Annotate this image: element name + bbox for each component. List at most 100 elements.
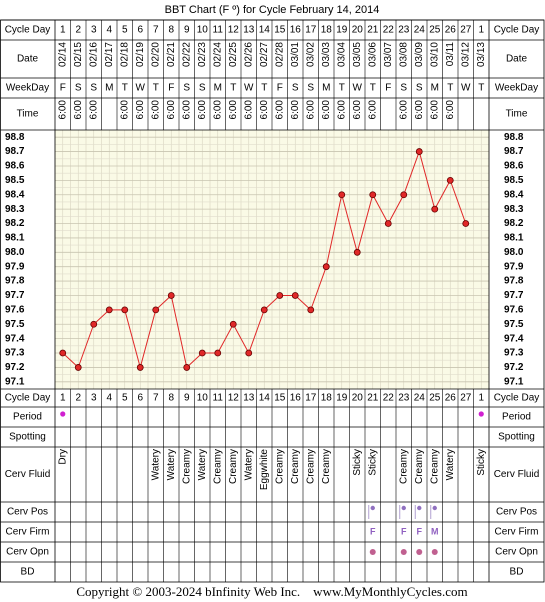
cycle-day: 16 [290,25,302,36]
row-label-right: Cerv Fluid [494,469,540,480]
row-label-right: Cerv Opn [495,547,538,558]
y-tick-label-right: 98.8 [504,132,524,143]
time: 6:00 [150,100,161,120]
temp-point [431,205,439,213]
cycle-day: 24 [414,393,426,404]
period-dot [60,411,66,417]
cycle-day: 7 [153,25,159,36]
weekday: S [416,83,423,94]
cycle-day: 14 [259,393,271,404]
cycle-day: 1 [478,25,484,36]
cycle-day: 6 [137,393,143,404]
y-tick-label-right: 97.5 [504,319,524,330]
y-tick-label-right: 98.1 [504,233,524,244]
cerv-fluid: Creamy [305,449,316,484]
row-label-right: Period [502,412,531,423]
date: 03/04 [336,42,347,67]
cerv-fluid: Creamy [414,449,425,484]
cycle-day: 18 [321,393,333,404]
row-label: WeekDay [6,83,49,94]
weekday: S [183,83,190,94]
cycle-day: 10 [197,393,209,404]
time: 6:00 [259,100,270,120]
weekday: S [75,83,82,94]
cycle-day: 21 [367,25,379,36]
date: 03/12 [460,42,471,67]
cycle-day: 22 [383,25,395,36]
cerv-fluid: Watery [197,449,208,480]
time: 6:00 [336,100,347,120]
cycle-day: 4 [106,393,112,404]
cerv-pos-dot [401,505,406,511]
cerv-fluid: Dry [57,449,68,465]
cerv-fluid: Creamy [181,449,192,484]
cycle-day: 13 [243,393,255,404]
weekday: T [478,83,484,94]
temp-point [245,349,253,357]
time: 6:00 [212,100,223,120]
temp-point [369,191,377,199]
weekday: T [261,83,267,94]
y-tick-label-right: 97.4 [504,333,524,344]
y-tick-label: 98.4 [5,189,25,200]
cycle-day: 9 [184,393,190,404]
cycle-day: 26 [445,25,457,36]
weekday: T [370,83,376,94]
date: 02/18 [119,42,130,67]
weekday: M [322,83,330,94]
cerv-opn-dot [431,549,438,555]
time: 6:00 [73,100,84,120]
y-tick-label-right: 97.9 [504,261,524,272]
cycle-day: 14 [259,25,271,36]
row-label: Cerv Pos [7,507,48,518]
cycle-day: 27 [460,393,472,404]
cycle-day: 12 [228,25,240,36]
y-tick-label-right: 98.6 [504,161,524,172]
cycle-day: 15 [274,25,286,36]
cerv-firm: F [370,526,376,536]
cycle-day: 10 [197,25,209,36]
y-tick-label: 98.6 [5,161,25,172]
cycle-day: 9 [184,25,190,36]
cerv-firm: F [401,526,407,536]
cerv-opn-dot [416,549,423,555]
temp-point [136,364,144,371]
row-label-right: BD [510,567,524,578]
temp-point [415,148,423,155]
cycle-day: 12 [228,393,240,404]
cerv-pos-dot [417,505,422,511]
weekday: S [90,83,97,94]
y-tick-label-right: 97.1 [504,376,524,387]
cycle-day: 24 [414,25,426,36]
temp-point [462,220,470,227]
y-tick-label-right: 97.7 [504,290,524,301]
y-tick-label-right: 98.7 [504,146,524,157]
temp-point [90,320,98,328]
cerv-fluid: Eggwhite [259,449,270,491]
y-tick-label: 98.0 [5,247,25,258]
temp-point [229,320,237,328]
temp-point [446,176,454,184]
weekday: F [60,83,66,94]
y-tick-label-right: 97.2 [504,362,524,373]
temp-point [74,364,82,371]
y-tick-label: 98.1 [5,233,25,244]
time: 6:00 [445,100,456,120]
cycle-day: 1 [478,393,484,404]
date: 02/26 [243,42,254,67]
time: 6:00 [135,100,146,120]
temp-point [276,292,284,299]
date: 03/11 [445,42,456,67]
cycle-day: 25 [429,25,441,36]
cycle-day: 11 [213,393,224,404]
cerv-fluid: Sticky [352,449,363,476]
y-tick-label-right: 97.6 [504,305,524,316]
cerv-pos-dot [432,505,437,511]
cycle-day: 3 [91,25,97,36]
temp-point [260,306,268,314]
temp-point [59,349,67,357]
date: 02/21 [166,42,177,67]
cerv-opn-dot [400,549,407,555]
y-tick-label: 98.8 [5,132,25,143]
